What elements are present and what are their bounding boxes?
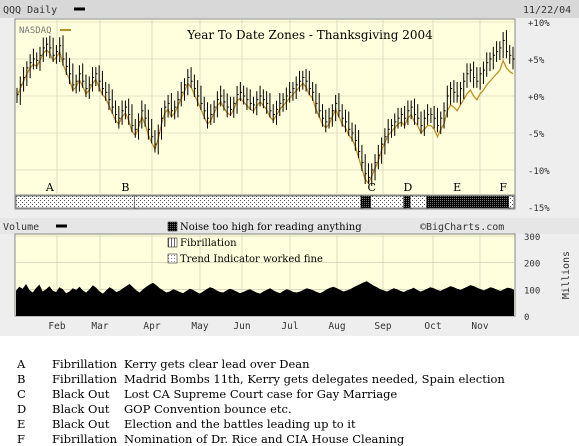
zone-cell-fibrillation xyxy=(508,195,515,209)
zone-table-type: Black Out xyxy=(52,386,110,401)
zone-table-note: Election and the battles leading up to i… xyxy=(124,416,356,431)
price-y-tick-label: -10% xyxy=(528,167,550,177)
zone-letter-c: C xyxy=(368,181,376,194)
price-y-tick-label: +0% xyxy=(528,93,545,103)
zone-letter-d: D xyxy=(403,181,412,194)
zone-cell-blackout xyxy=(426,195,512,209)
zone-table-code: A xyxy=(17,356,26,371)
zone-table-code: F xyxy=(17,431,25,446)
zone-cell-fibrillation xyxy=(370,195,406,209)
volume-unit: Millions xyxy=(561,251,572,299)
price-y-axis: +10% +5% +0% -5% -10% -15% xyxy=(528,19,550,214)
legend-fibrillation-text: Fibrillation xyxy=(180,238,237,249)
x-tick-label: Mar xyxy=(91,321,108,332)
chart-title: Year To Date Zones - Thanksgiving 2004 xyxy=(186,28,433,42)
zone-table-code: B xyxy=(17,371,26,386)
legend-trend-swatch xyxy=(167,253,178,264)
volume-area xyxy=(16,281,514,316)
price-grid xyxy=(15,19,515,195)
volume-y-tick-label: 200 xyxy=(524,260,540,270)
chart-date: 11/22/04 xyxy=(523,5,571,16)
price-y-tick-label: -5% xyxy=(528,130,545,140)
volume-label: Volume xyxy=(3,222,39,233)
price-y-tick-label: +10% xyxy=(528,19,550,29)
zone-table-note: Madrid Bombs 11th, Kerry gets delegates … xyxy=(124,371,505,386)
watermark: ©BigCharts.com xyxy=(420,222,504,233)
zone-cell-fibrillation xyxy=(15,195,137,209)
zone-table-type: Black Out xyxy=(52,416,110,431)
volume-header xyxy=(0,218,579,234)
nasdaq-series xyxy=(16,49,514,185)
price-y-tick-label: +5% xyxy=(528,56,545,66)
zone-table-row: B Fibrillation Madrid Bombs 11th, Kerry ge… xyxy=(17,371,505,386)
zone-table-code: E xyxy=(17,416,26,431)
volume-y-tick-label: 0 xyxy=(524,313,529,323)
volume-y-tick-label: 300 xyxy=(524,233,540,243)
x-tick-label: Nov xyxy=(471,321,488,332)
x-tick-label: Sep xyxy=(374,321,391,332)
zone-cell-fibrillation xyxy=(133,195,364,209)
zone-letter-b: B xyxy=(121,181,129,194)
volume-y-axis: 300 200 100 0 xyxy=(524,233,540,323)
volume-series xyxy=(16,281,514,316)
zone-table-type: Fibrillation xyxy=(52,431,118,446)
legend-trend-text: Trend Indicator worked fine xyxy=(180,254,323,265)
x-tick-label: Apr xyxy=(143,321,160,332)
zone-table-note: Kerry gets clear lead over Dean xyxy=(124,356,310,371)
zone-table-row: C Black Out Lost CA Supreme Court case for… xyxy=(17,386,505,401)
volume-y-tick-label: 100 xyxy=(524,286,540,296)
zone-letter-f: F xyxy=(499,181,507,194)
zone-table-row: A Fibrillation Kerry gets clear lead over … xyxy=(17,356,505,371)
symbol-label: QQQ Daily xyxy=(3,5,57,16)
zone-table-row: E Black Out Election and the battles leadi… xyxy=(17,416,505,431)
qqq-series xyxy=(16,30,515,186)
zone-table-note: GOP Convention bounce etc. xyxy=(124,401,292,416)
zone-letter-e: E xyxy=(453,181,461,194)
zone-table-code: C xyxy=(17,386,26,401)
compare-label: NASDAQ xyxy=(19,26,52,36)
zone-table-note: Nomination of Dr. Rice and CIA House Cle… xyxy=(124,431,405,446)
zone-table-note: Lost CA Supreme Court case for Gay Marri… xyxy=(124,386,398,401)
zone-table-code: D xyxy=(17,401,27,416)
x-axis: Feb Mar Apr May Jun Jul Aug Sep Oct Nov xyxy=(48,321,488,332)
x-tick-label: Feb xyxy=(48,321,65,332)
zone-table-row: F Fibrillation Nomination of Dr. Rice and … xyxy=(17,431,505,446)
x-tick-label: Jul xyxy=(281,321,298,332)
zone-cell-fibrillation xyxy=(409,195,429,209)
stock-chart: QQQ Daily 11/22/04 NASDAQ Year To Date Z… xyxy=(0,0,579,336)
legend-fibrillation-swatch xyxy=(167,237,178,248)
x-tick-label: May xyxy=(191,321,208,332)
zone-cells xyxy=(15,195,515,209)
x-tick-label: Aug xyxy=(328,321,345,332)
zone-table-type: Fibrillation xyxy=(52,356,118,371)
nasdaq-line xyxy=(16,49,514,185)
zone-letter-a: A xyxy=(45,181,55,194)
zone-table-row: D Black Out GOP Convention bounce etc. xyxy=(17,401,505,416)
x-tick-label: Oct xyxy=(424,321,441,332)
price-y-tick-label: -15% xyxy=(528,204,550,214)
zone-letters: A B C D E F xyxy=(45,181,507,194)
header-bar xyxy=(0,0,579,18)
zone-table: A Fibrillation Kerry gets clear lead over … xyxy=(17,356,505,446)
volume-grid xyxy=(15,234,515,316)
zone-table-type: Fibrillation xyxy=(52,371,118,386)
x-tick-label: Jun xyxy=(233,321,250,332)
legend-noise-swatch xyxy=(167,221,178,232)
legend-noise-text: Noise too high for reading anything xyxy=(180,222,362,233)
zone-legend: Noise too high for reading anything Fibr… xyxy=(167,221,362,265)
zone-table-type: Black Out xyxy=(52,401,110,416)
